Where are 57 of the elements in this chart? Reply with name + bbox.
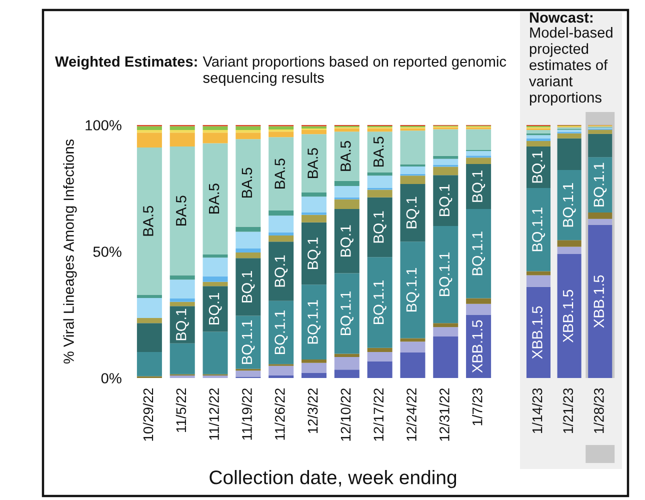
data-label: BA.5	[143, 206, 154, 236]
x-tick-label: 12/17/22	[373, 388, 384, 441]
data-label: BQ.1	[340, 225, 354, 257]
x-tick-label: 1/14/23	[532, 388, 542, 433]
data-label: BQ.1	[242, 271, 255, 302]
data-label: BQ.1.1	[406, 268, 420, 312]
data-label: XBB.1.5	[532, 306, 542, 359]
data-label: XBB.1.5	[472, 320, 482, 373]
chart-title: Weighted Estimates:	[55, 56, 197, 70]
data-label: XBB.1.5	[563, 290, 574, 342]
data-label: BQ.1	[208, 293, 222, 324]
y-tick-label: 0%	[101, 373, 122, 384]
data-label: BQ.1	[274, 255, 288, 287]
x-tick-label: 12/10/22	[340, 388, 351, 441]
data-label: BA.5	[340, 141, 351, 171]
data-label: BA.5	[274, 158, 286, 188]
x-tick-label: 12/31/22	[439, 388, 450, 441]
data-label: BA.5	[242, 168, 252, 198]
y-axis-title: % Viral Lineages Among Infections	[63, 139, 77, 364]
data-label: BA.5	[374, 136, 384, 167]
x-tick-label: 11/19/22	[242, 388, 252, 440]
x-tick-label: 11/12/22	[208, 388, 219, 440]
y-tick-label: 50%	[93, 246, 122, 257]
x-tick-label: 12/3/22	[308, 388, 318, 433]
x-tick-label: 1/28/23	[594, 388, 604, 433]
x-tick-label: 10/29/22	[142, 388, 154, 441]
data-label: BQ.1	[308, 238, 321, 269]
data-label: BQ.1	[472, 170, 486, 202]
x-tick-label: 11/26/22	[274, 388, 285, 440]
data-label: BA.5	[176, 196, 186, 226]
data-label: BQ.1	[373, 211, 386, 243]
x-tick-label: 1/7/23	[472, 388, 482, 426]
data-label: BQ.1.1	[532, 208, 546, 252]
x-tick-label: 11/5/22	[176, 388, 186, 432]
data-label: BA.5	[308, 148, 318, 178]
data-label: BQ.1.1	[373, 280, 386, 324]
data-label: BQ.1.1	[594, 162, 607, 206]
data-label: BQ.1	[406, 196, 420, 228]
x-tick-label: 1/21/23	[562, 388, 574, 433]
data-label: BQ.1.1	[274, 310, 288, 354]
data-label: XBB.1.5	[594, 275, 604, 328]
data-label: BQ.1.1	[308, 300, 321, 344]
chart-subtitle: Model-based projected estimates of variant proportions	[529, 27, 612, 106]
y-tick-label: 100%	[86, 120, 122, 130]
data-label: BA.5	[209, 184, 220, 214]
data-label: BQ.1.1	[472, 232, 486, 276]
data-label: BQ.1.1	[340, 292, 354, 335]
data-label: BQ.1.1	[242, 320, 255, 364]
x-axis-title: Collection date, week ending	[210, 470, 456, 488]
chart-title: Nowcast:	[530, 12, 592, 23]
chart-subtitle: Variant proportions based on reported genomic sequencing results	[202, 56, 506, 86]
data-label: BQ.1.1	[439, 252, 452, 296]
x-tick-label: 12/24/22	[406, 388, 416, 441]
data-label: BQ.1	[176, 308, 189, 340]
data-label: BQ.1	[439, 184, 452, 216]
data-label: BQ.1	[532, 151, 546, 183]
data-label: BQ.1.1	[562, 183, 576, 227]
